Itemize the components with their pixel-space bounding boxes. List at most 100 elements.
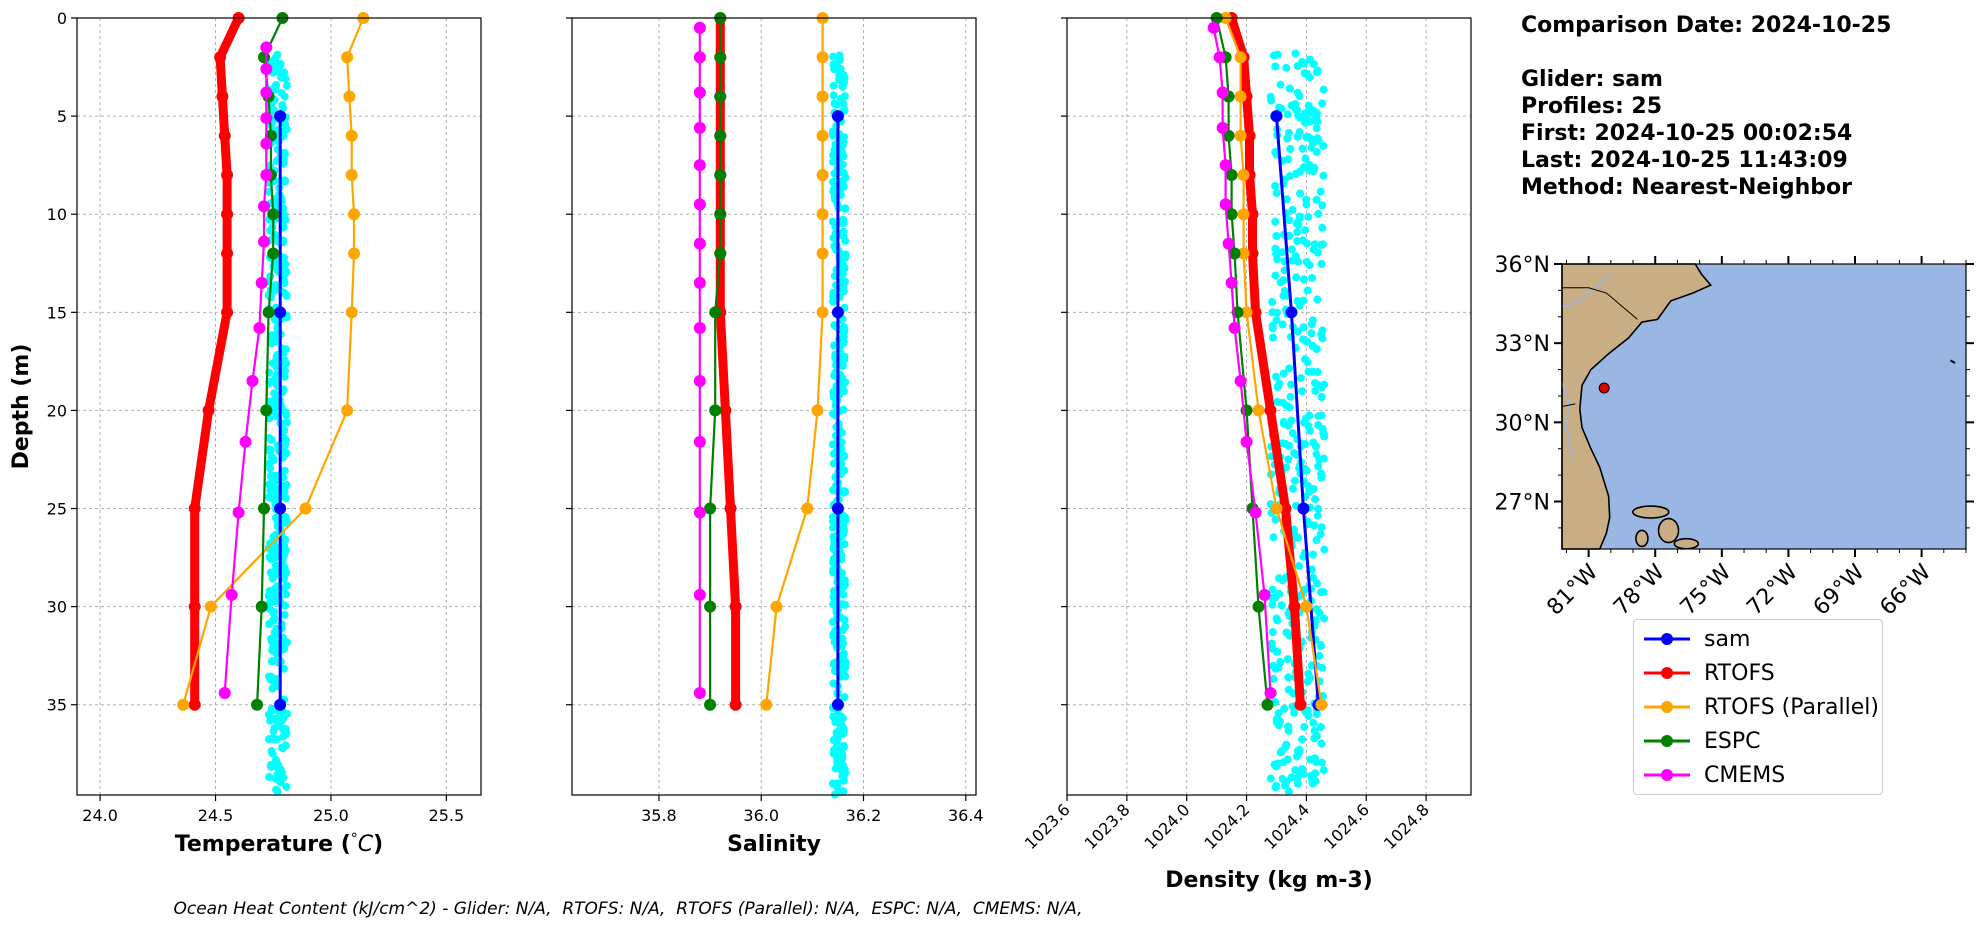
data-point-rtofs-parallel [816, 306, 829, 319]
glider-point [1276, 80, 1285, 89]
data-point-rtofs-parallel [1300, 600, 1313, 613]
x-tick-label: 1024.4 [1260, 800, 1313, 853]
glider-point [829, 712, 838, 721]
glider-point [1318, 240, 1327, 249]
glider-point [1308, 273, 1317, 282]
data-point-cmems [253, 322, 266, 335]
glider-point [1316, 722, 1325, 731]
data-point-espc [709, 306, 722, 319]
glider-point [838, 651, 847, 660]
glider-point [833, 755, 842, 764]
legend-label: ESPC [1704, 728, 1761, 754]
glider-point [1290, 476, 1299, 485]
glider-point [275, 68, 284, 77]
data-point-rtofs-parallel [816, 90, 829, 103]
glider-point [1312, 579, 1321, 588]
glider-point [829, 81, 838, 90]
glider-point [1313, 295, 1322, 304]
glider-point [1314, 421, 1323, 430]
glider-point [1312, 195, 1321, 204]
data-point-espc [267, 247, 280, 260]
glider-point [1315, 455, 1324, 464]
legend-item-cmems: CMEMS [1634, 758, 1882, 792]
data-point-cmems [693, 435, 706, 448]
glider-point [1280, 704, 1289, 713]
glider-point [1303, 286, 1312, 295]
glider-point [265, 434, 274, 443]
data-point-sam [1270, 110, 1283, 123]
glider-point [1284, 455, 1293, 464]
data-point-rtofs [1294, 698, 1307, 711]
data-point-cmems [218, 686, 231, 699]
y-tick-label: 20 [47, 401, 67, 420]
map-lon-label: 81°W [1542, 560, 1603, 621]
glider-point [1302, 200, 1311, 209]
data-point-cmems [260, 137, 273, 150]
glider-point [271, 513, 280, 522]
glider-point [1308, 779, 1317, 788]
glider-point [1298, 144, 1307, 153]
x-tick-label: 1023.6 [1021, 800, 1074, 853]
data-point-cmems [1216, 121, 1229, 134]
data-point-rtofs [202, 404, 215, 417]
data-point-espc [1225, 168, 1238, 181]
glider-point [841, 663, 850, 672]
legend-item-espc: ESPC [1634, 724, 1882, 758]
map-lon-label: 75°W [1676, 560, 1737, 621]
data-point-cmems [257, 235, 270, 248]
glider-point [1285, 403, 1294, 412]
glider-point [1319, 766, 1328, 775]
glider-point [270, 85, 279, 94]
glider-point [1285, 231, 1294, 240]
data-point-rtofs-parallel [1270, 502, 1283, 515]
glider-point [1318, 223, 1327, 232]
map-lat-label: 27°N [1495, 491, 1550, 516]
glider-point [1307, 565, 1316, 574]
interpolation-method: Method: Nearest-Neighbor [1521, 175, 1852, 200]
glider-point [841, 672, 850, 681]
glider-point [1302, 115, 1311, 124]
glider-point [264, 591, 273, 600]
x-tick-label: 1024.6 [1320, 800, 1373, 853]
legend-marker-cmems [1644, 769, 1690, 781]
profile-count: Profiles: 25 [1521, 94, 1663, 119]
data-point-rtofs-parallel [801, 502, 814, 515]
data-point-rtofs-parallel [760, 698, 773, 711]
glider-point [828, 297, 837, 306]
map-lat-label: 30°N [1495, 411, 1550, 436]
glider-point [1284, 787, 1293, 796]
glider-point [1311, 495, 1320, 504]
glider-point [829, 91, 838, 100]
map-lon-label: 72°W [1742, 560, 1803, 621]
glider-point [1314, 136, 1323, 145]
series-line-espc [708, 18, 722, 705]
glider-point [828, 486, 837, 495]
glider-point [1271, 62, 1280, 71]
legend-item-sam: sam [1634, 622, 1882, 656]
data-point-espc [714, 247, 727, 260]
glider-point [828, 617, 837, 626]
x-tick-label: 25.5 [429, 806, 465, 825]
data-point-espc [714, 168, 727, 181]
glider-point [1317, 393, 1326, 402]
glider-point [280, 211, 289, 220]
glider-point [840, 600, 849, 609]
data-point-cmems [693, 276, 706, 289]
glider-point [268, 574, 277, 583]
glider-point [839, 726, 848, 735]
x-tick-label: 25.0 [313, 806, 349, 825]
data-point-cmems [1216, 86, 1229, 99]
glider-point [1320, 614, 1329, 623]
series-line-rtofs-parallel [182, 17, 365, 705]
glider-point [270, 389, 279, 398]
x-axis-label: Density (kg m-3) [1165, 868, 1373, 893]
y-tick-label: 35 [47, 696, 67, 715]
glider-point [279, 664, 288, 673]
profile-panel-3: 1023.6 1023.8 1024.0 1024.2 1024.4 1024.6 1024… [1021, 12, 1472, 893]
glider-point [1313, 368, 1322, 377]
glider-point [1319, 85, 1328, 94]
data-point-cmems [1219, 159, 1232, 172]
data-point-rtofs-parallel [348, 247, 361, 260]
x-tick-label: 36.4 [948, 806, 984, 825]
glider-point [1304, 133, 1313, 142]
